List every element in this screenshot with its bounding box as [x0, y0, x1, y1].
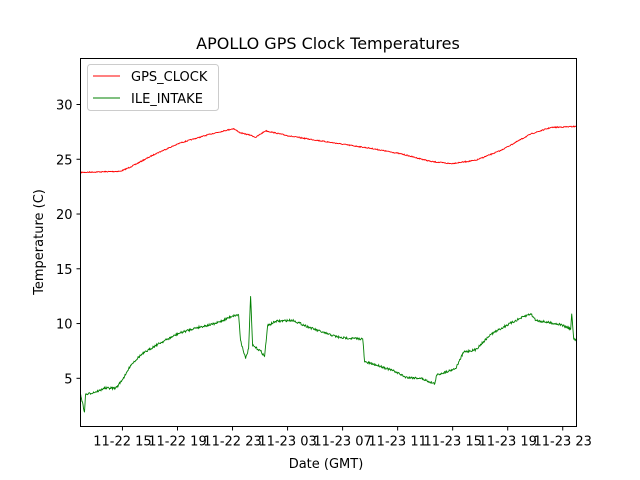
y-tick-label: 15: [56, 263, 73, 278]
x-tick-label: 11-22 19: [148, 435, 206, 450]
chart-title: APOLLO GPS Clock Temperatures: [196, 34, 460, 53]
y-tick-label: 20: [56, 208, 73, 223]
x-tick-label: 11-23 03: [258, 435, 316, 450]
legend-label-ile-intake: ILE_INTAKE: [131, 92, 203, 107]
x-tick-label: 11-23 19: [478, 435, 536, 450]
x-tick-label: 11-23 11: [368, 435, 426, 450]
y-tick-label: 10: [56, 318, 73, 333]
y-tick-label: 5: [64, 372, 72, 387]
x-tick-label: 11-22 15: [93, 435, 151, 450]
x-tick-label: 11-23 07: [313, 435, 371, 450]
axes-frame: [80, 58, 577, 427]
x-axis-label: Date (GMT): [289, 457, 364, 472]
y-axis: 5 10 15 20 25 30: [56, 99, 81, 387]
y-tick-label: 30: [56, 99, 73, 114]
plot-area: [80, 125, 577, 413]
y-axis-label: Temperature (C): [32, 189, 47, 296]
series-line-ile-intake: [80, 296, 577, 413]
legend-label-gps-clock: GPS_CLOCK: [131, 70, 208, 85]
x-tick-label: 11-22 23: [203, 435, 261, 450]
y-tick-label: 25: [56, 153, 73, 168]
x-tick-label: 11-23 23: [534, 435, 592, 450]
legend-box: [87, 64, 219, 111]
legend: GPS_CLOCK ILE_INTAKE: [87, 64, 219, 111]
series-line-gps-clock: [80, 125, 577, 174]
x-tick-label: 11-23 15: [423, 435, 481, 450]
